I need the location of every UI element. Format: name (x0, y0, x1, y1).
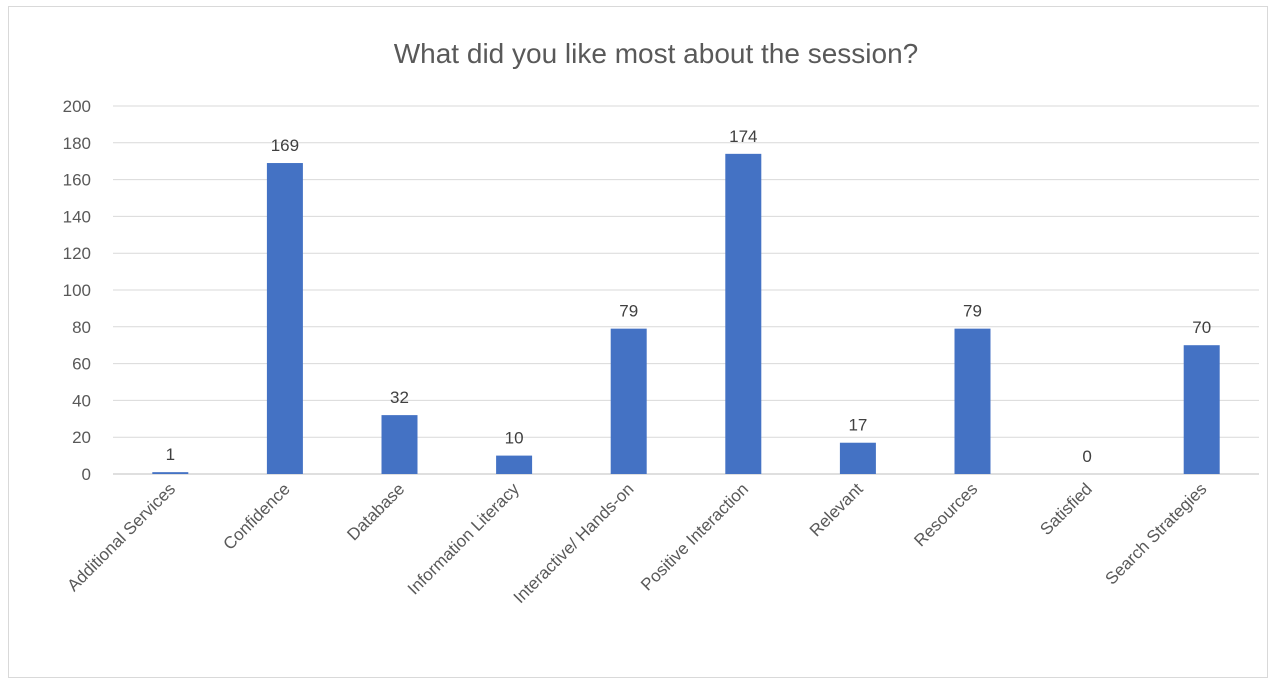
y-axis-tick-labels: 0 20 40 60 80 100 120 140 160 180 200 (63, 97, 91, 484)
data-label: 17 (848, 416, 867, 435)
y-tick-label: 100 (63, 281, 91, 300)
bar-chart: What did you like most about the session… (63, 38, 1259, 607)
y-tick-label: 60 (72, 355, 91, 374)
data-label: 70 (1192, 318, 1211, 337)
gridlines (113, 105, 1259, 475)
y-tick-label: 120 (63, 244, 91, 263)
x-tick-label: Interactive/ Hands-on (510, 479, 638, 607)
x-tick-label: Search Strategies (1102, 479, 1211, 588)
x-tick-label: Additional Services (63, 479, 179, 595)
y-tick-label: 40 (72, 391, 91, 410)
y-tick-label: 180 (63, 134, 91, 153)
bar (1183, 345, 1220, 474)
data-label: 10 (505, 429, 524, 448)
x-tick-label: Confidence (219, 479, 293, 553)
chart-title: What did you like most about the session… (394, 38, 919, 69)
data-labels: 1 169 32 10 79 174 17 79 0 70 (166, 127, 1212, 466)
y-tick-label: 20 (72, 428, 91, 447)
y-tick-label: 0 (82, 465, 91, 484)
y-tick-label: 160 (63, 171, 91, 190)
data-label: 0 (1082, 447, 1091, 466)
data-label: 169 (271, 136, 299, 155)
x-axis-tick-labels: Additional Services Confidence DatabaseInf… (63, 479, 1210, 607)
x-tick-label: Database (343, 479, 408, 544)
x-tick-label: Resources (910, 479, 981, 550)
data-label: 79 (619, 302, 638, 321)
chart-frame: What did you like most about the session… (8, 6, 1268, 678)
data-label: 1 (166, 445, 175, 464)
bar (266, 163, 303, 475)
x-tick-label: Relevant (806, 479, 867, 540)
y-tick-label: 80 (72, 318, 91, 337)
y-tick-label: 200 (63, 97, 91, 116)
bars (152, 153, 1220, 475)
data-label: 174 (729, 127, 757, 146)
bar (839, 442, 876, 474)
bar (954, 328, 991, 474)
x-tick-label: Information Literacy (404, 479, 523, 598)
x-tick-label: Satisfied (1036, 479, 1096, 539)
bar (152, 472, 189, 474)
bar (610, 328, 647, 474)
data-label: 79 (963, 302, 982, 321)
data-label: 32 (390, 388, 409, 407)
x-tick-label: Positive Interaction (637, 479, 752, 594)
y-tick-label: 140 (63, 207, 91, 226)
bar (725, 153, 762, 474)
bar (381, 415, 418, 474)
bar (496, 455, 533, 474)
